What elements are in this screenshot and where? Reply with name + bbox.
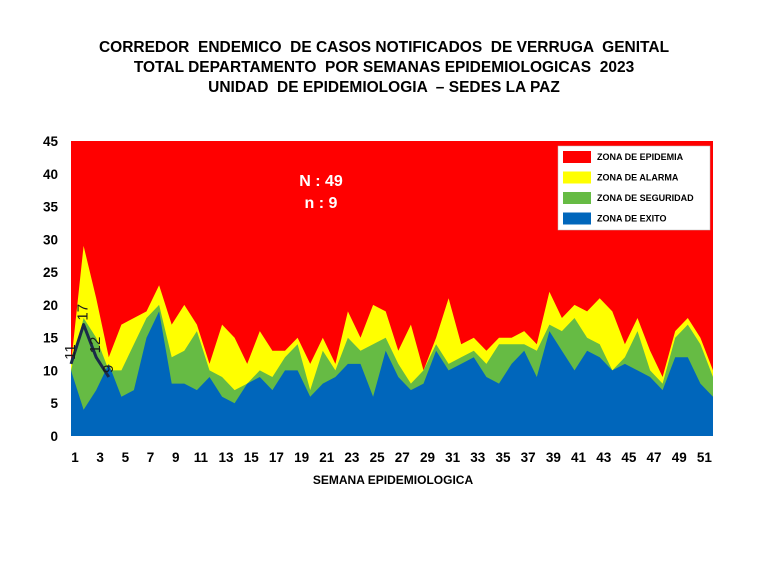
y-tick-label: 40 bbox=[43, 167, 58, 182]
x-tick-label: 5 bbox=[122, 450, 130, 465]
legend-label: ZONA DE EPIDEMIA bbox=[597, 152, 684, 162]
x-tick-label: 17 bbox=[269, 450, 284, 465]
y-tick-label: 45 bbox=[43, 134, 59, 149]
y-tick-label: 30 bbox=[43, 232, 58, 247]
title-line-3: UNIDAD DE EPIDEMIOLOGIA – SEDES LA PAZ bbox=[208, 79, 560, 96]
x-tick-label: 27 bbox=[395, 450, 410, 465]
observed-data-label: 12 bbox=[87, 337, 104, 354]
y-tick-label: 10 bbox=[43, 363, 58, 378]
x-axis: 1 3 5 7 9 11 13 15 17 19 21 23 25 27 29 31 33 35 37 39 41 43 4… bbox=[71, 450, 712, 465]
observed-data-label: 11 bbox=[62, 344, 79, 360]
x-tick-label: 43 bbox=[596, 450, 612, 465]
y-tick-label: 5 bbox=[50, 396, 58, 411]
x-tick-label: 39 bbox=[546, 450, 561, 465]
observed-data-label: 17 bbox=[75, 304, 92, 321]
legend: ZONA DE EPIDEMIA ZONA DE ALARMA ZONA DE SE… bbox=[557, 145, 711, 231]
x-tick-label: 7 bbox=[147, 450, 155, 465]
x-tick-label: 11 bbox=[194, 450, 209, 465]
x-tick-label: 51 bbox=[697, 450, 713, 465]
title-line-1: CORREDOR ENDEMICO DE CASOS NOTIFICADOS D… bbox=[98, 39, 670, 56]
y-tick-label: 35 bbox=[43, 200, 59, 215]
x-tick-label: 13 bbox=[219, 450, 235, 465]
y-tick-label: 25 bbox=[43, 265, 59, 280]
x-tick-label: 37 bbox=[521, 450, 536, 465]
x-axis-label: SEMANA EPIDEMIOLOGICA bbox=[313, 473, 474, 487]
y-tick-label: 0 bbox=[50, 429, 58, 444]
chart-title: CORREDOR ENDEMICO DE CASOS NOTIFICADOS D… bbox=[0, 38, 768, 98]
legend-swatch bbox=[563, 171, 591, 184]
y-axis: 0 5 10 15 20 25 30 35 40 45 bbox=[43, 134, 59, 444]
x-tick-label: 31 bbox=[445, 450, 461, 465]
x-tick-label: 41 bbox=[571, 450, 587, 465]
observed-data-label: 9 bbox=[100, 365, 117, 373]
area-zona-de-exito bbox=[71, 311, 713, 436]
x-tick-label: 9 bbox=[172, 450, 180, 465]
legend-label: ZONA DE ALARMA bbox=[597, 173, 679, 183]
observed-line bbox=[69, 323, 111, 378]
legend-label: ZONA DE EXITO bbox=[597, 214, 667, 224]
legend-label: ZONA DE SEGURIDAD bbox=[597, 193, 694, 203]
observed-cases: 11 17 12 9 bbox=[62, 304, 117, 378]
y-tick-label: 15 bbox=[43, 331, 59, 346]
x-tick-label: 21 bbox=[319, 450, 335, 465]
x-tick-label: 1 bbox=[71, 450, 79, 465]
x-tick-label: 35 bbox=[495, 450, 511, 465]
x-tick-label: 23 bbox=[344, 450, 360, 465]
x-tick-label: 47 bbox=[647, 450, 662, 465]
x-tick-label: 3 bbox=[96, 450, 104, 465]
annotation-total: N : 49 bbox=[299, 173, 343, 190]
x-tick-label: 45 bbox=[621, 450, 637, 465]
title-line-2: TOTAL DEPARTAMENTO POR SEMANAS EPIDEMIOL… bbox=[133, 59, 635, 76]
x-tick-label: 33 bbox=[470, 450, 486, 465]
y-tick-label: 20 bbox=[43, 298, 58, 313]
x-tick-label: 19 bbox=[294, 450, 309, 465]
legend-swatch bbox=[563, 212, 591, 225]
x-tick-label: 29 bbox=[420, 450, 435, 465]
annotation-current: n : 9 bbox=[305, 195, 338, 212]
zone-areas bbox=[71, 141, 713, 436]
legend-swatch bbox=[563, 151, 591, 163]
x-tick-label: 49 bbox=[672, 450, 687, 465]
x-tick-label: 15 bbox=[244, 450, 260, 465]
x-tick-label: 25 bbox=[370, 450, 386, 465]
legend-swatch bbox=[563, 192, 591, 204]
